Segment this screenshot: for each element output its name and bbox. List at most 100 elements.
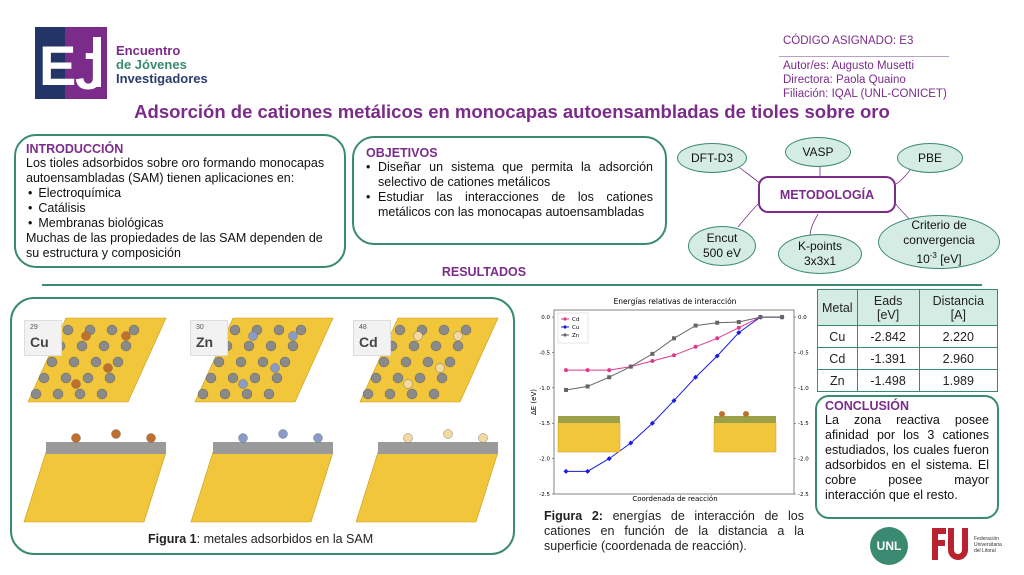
data-point (649, 420, 655, 426)
gold-slab-side (23, 451, 167, 523)
legend-frame (557, 312, 589, 344)
data-point (585, 368, 590, 373)
data-point (780, 315, 784, 320)
thiol-molecule (378, 356, 390, 368)
data-point (736, 325, 741, 330)
logo-wordmark: Encuentro de Jóvenes Investigadores (116, 44, 236, 86)
thiol-molecule (257, 356, 269, 368)
encut-label: Encut (706, 231, 738, 245)
list-item: Diseñar un sistema que permita la adsorc… (366, 160, 653, 190)
metal-cation (288, 331, 298, 341)
metal-cation (313, 433, 323, 443)
element-card-cd: 48 Cd (353, 320, 391, 356)
thiol-molecule (120, 340, 132, 352)
data-point (585, 468, 591, 474)
thiol-molecule (98, 340, 110, 352)
data-point (672, 353, 676, 358)
thiol-molecule (452, 340, 464, 352)
table-header-row: Metal Eads [eV] Distancia [A] (817, 289, 999, 326)
affiliation: Filiación: IQAL (UNL-CONICET) (783, 88, 947, 100)
thiol-layer (378, 442, 498, 454)
metal-cation (435, 363, 445, 373)
data-point (671, 398, 677, 404)
thiol-molecule (229, 324, 241, 336)
data-point (585, 384, 590, 389)
gold-slab-side (355, 451, 499, 523)
table-row: Zn -1.498 1.989 (817, 369, 999, 392)
thiol-molecule (438, 324, 450, 336)
metal-cation (278, 429, 288, 439)
convergence-label-2: convergencia (903, 232, 975, 247)
col-header-eads: Eads [eV] (856, 289, 920, 326)
y-tick-label-right: -1.5 (798, 421, 809, 427)
thiol-molecule (82, 372, 94, 384)
results-divider (42, 284, 982, 286)
logo-line-3: Investigadores (116, 71, 208, 86)
data-point (736, 320, 741, 325)
convergence-node: Criterio de convergencia 10-3 [eV] (878, 215, 1000, 269)
thiol-layer (46, 442, 166, 454)
introduction-text: Los tioles adsorbidos sobre oro formando… (26, 156, 325, 185)
thiol-molecule (400, 356, 412, 368)
convergence-label-1: Criterio de (911, 217, 967, 232)
metal-cation (443, 429, 453, 439)
element-card-cu: 29 Cu (24, 320, 62, 356)
series-layer (563, 314, 785, 474)
kpoints-node: K-points 3x3x1 (778, 234, 862, 274)
list-item: Electroquímica (28, 186, 334, 201)
poster-title: Adsorción de cationes metálicos en monoc… (134, 101, 890, 122)
legend-marker (563, 333, 567, 337)
y-tick-label-right: -2.0 (798, 457, 809, 463)
thiol-molecule (74, 388, 86, 400)
data-point (563, 468, 569, 474)
table-cell: 2.220 (918, 325, 999, 348)
encut-value: 500 eV (702, 246, 742, 260)
table-row: Cd -1.391 2.960 (817, 347, 999, 370)
metal-cation (413, 331, 423, 341)
thiol-molecule (205, 372, 217, 384)
y-tick-label: 0.0 (541, 315, 550, 321)
figure-1-label: Figura 1 (148, 532, 197, 546)
thiol-molecule (265, 340, 277, 352)
thiol-molecule (271, 372, 283, 384)
thiol-molecule (249, 372, 261, 384)
data-point (736, 330, 742, 336)
thiol-molecule (52, 388, 64, 400)
thiol-molecule (287, 340, 299, 352)
thiol-molecule (106, 324, 118, 336)
thiol-molecule (414, 372, 426, 384)
thiol-molecule (422, 356, 434, 368)
data-point (714, 353, 720, 359)
poster-meta: CÓDIGO ASIGNADO: E3 Autor/es: Augusto Mu… (779, 34, 949, 101)
applications-list: Electroquímica Catálisis Membranas bioló… (26, 186, 334, 231)
atomic-number: 48 (359, 324, 367, 331)
element-symbol: Cd (359, 334, 378, 350)
col-header-metal: Metal (817, 289, 858, 326)
thiol-molecule (197, 388, 209, 400)
gold-slab-side (190, 451, 334, 523)
legend-items: Cd Cu Zn (561, 317, 580, 339)
metal-cation (270, 363, 280, 373)
thiol-molecule (263, 388, 275, 400)
interaction-energy-chart: Energías relativas de interacción 0.0 -0.… (530, 297, 809, 503)
atomic-number: 30 (196, 324, 204, 331)
convergence-value: 10-3 [eV] (916, 248, 961, 267)
figure-1-text: : metales adsorbidos en la SAM (196, 532, 374, 546)
vasp-node: VASP (785, 137, 851, 167)
data-point (564, 387, 568, 392)
meta-divider (779, 56, 949, 57)
thiol-molecule (460, 324, 472, 336)
y-tick-label-right: 0.0 (798, 315, 807, 321)
table-cell: Zn (817, 369, 858, 392)
data-point (758, 315, 763, 320)
data-point (564, 368, 568, 373)
eji-logo-icon: E J (35, 27, 107, 99)
plot-area (553, 309, 795, 495)
conclusion-heading: CONCLUSIÓN (825, 399, 910, 413)
table-cell: -1.498 (856, 369, 920, 392)
fue-line-3: del Litoral (974, 548, 996, 554)
objectives-list: Diseñar un sistema que permita la adsorc… (366, 160, 653, 220)
data-point (693, 323, 698, 328)
thiol-molecule (406, 388, 418, 400)
thiol-molecule (279, 356, 291, 368)
